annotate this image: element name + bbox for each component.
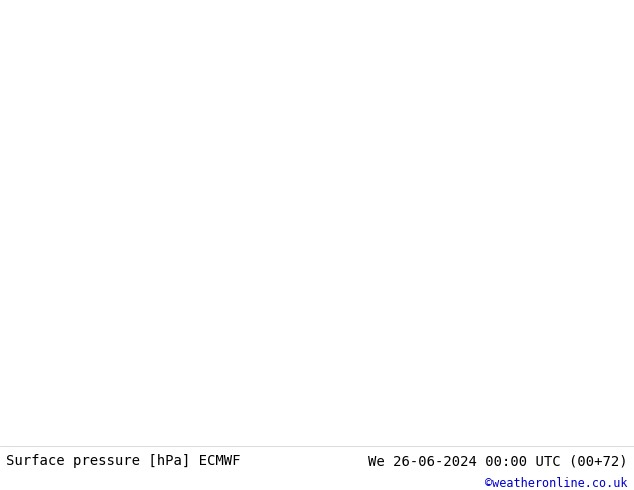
Text: ©weatheronline.co.uk: ©weatheronline.co.uk	[485, 477, 628, 490]
Text: We 26-06-2024 00:00 UTC (00+72): We 26-06-2024 00:00 UTC (00+72)	[368, 454, 628, 468]
Text: Surface pressure [hPa] ECMWF: Surface pressure [hPa] ECMWF	[6, 454, 241, 468]
